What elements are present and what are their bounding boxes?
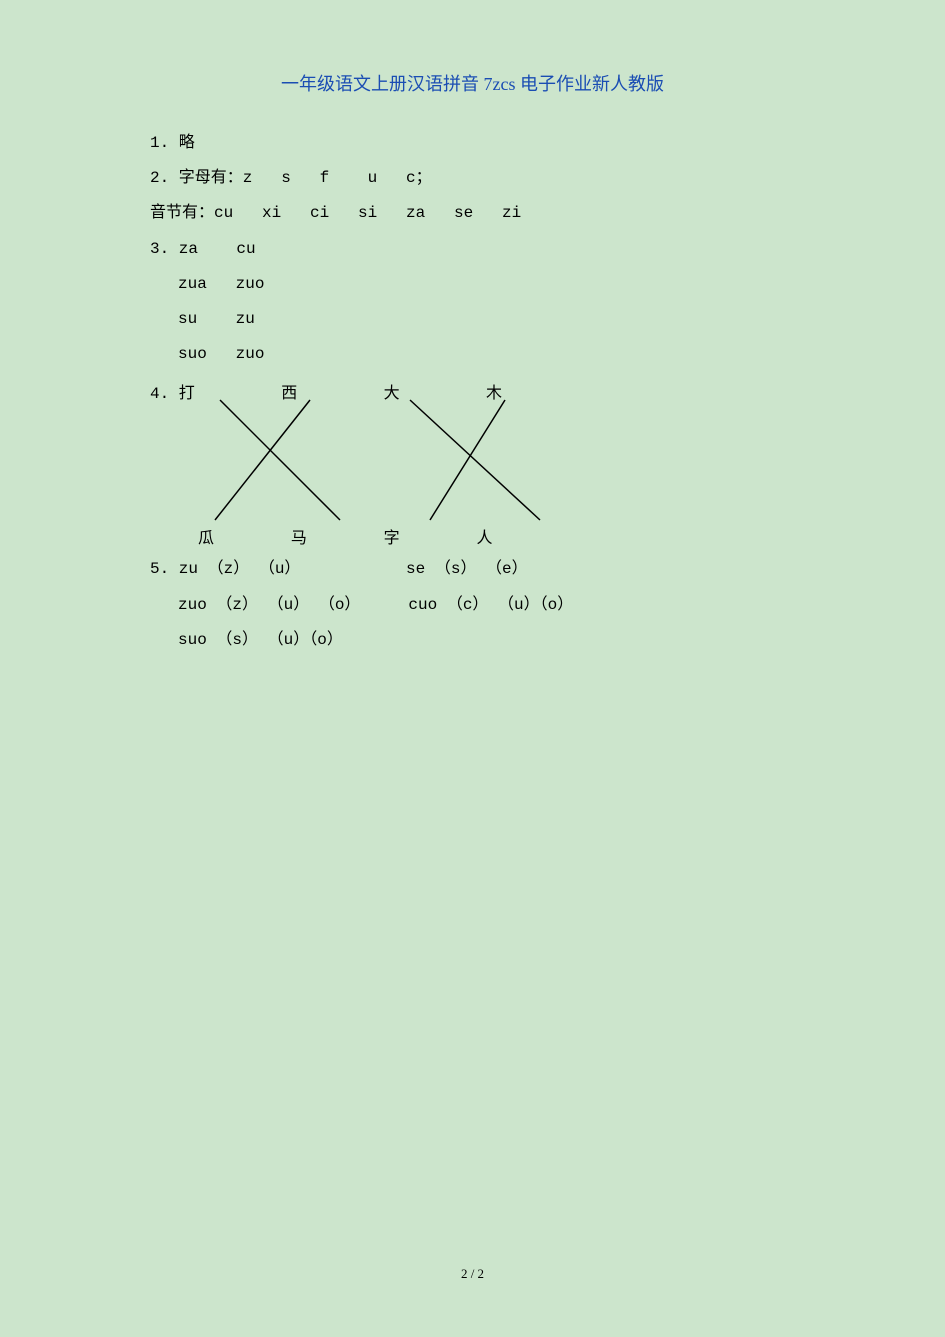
q4-matching-diagram: 4. 打 西 大 木 瓜 马 字 人 bbox=[150, 377, 945, 552]
page-title: 一年级语文上册汉语拼音 7zcs 电子作业新人教版 bbox=[0, 0, 945, 96]
match-line-4 bbox=[430, 400, 505, 520]
match-line-2 bbox=[215, 400, 310, 520]
page-footer: 2 / 2 bbox=[0, 1266, 945, 1282]
q1: 1. 略 bbox=[150, 126, 945, 161]
q3-line3: su zu bbox=[150, 302, 945, 337]
q2-line2: 音节有：cu xi ci si za se zi bbox=[150, 196, 945, 231]
content-area: 1. 略 2. 字母有：z s f u c； 音节有：cu xi ci si z… bbox=[0, 96, 945, 658]
q3-line4: suo zuo bbox=[150, 337, 945, 372]
q5-line1: 5. zu （z） （u） se （s） （e） bbox=[150, 552, 945, 587]
match-line-1 bbox=[220, 400, 340, 520]
matching-lines-svg bbox=[150, 395, 750, 525]
match-line-3 bbox=[410, 400, 540, 520]
q3-line2: zua zuo bbox=[150, 267, 945, 302]
q2-line1: 2. 字母有：z s f u c； bbox=[150, 161, 945, 196]
q3-line1: 3. za cu bbox=[150, 232, 945, 267]
q4-bottom-row: 瓜 马 字 人 bbox=[150, 522, 492, 557]
q5-line2: zuo （z） （u） （o） cuo （c） （u）（o） bbox=[150, 588, 945, 623]
q5-line3: suo （s） （u）（o） bbox=[150, 623, 945, 658]
